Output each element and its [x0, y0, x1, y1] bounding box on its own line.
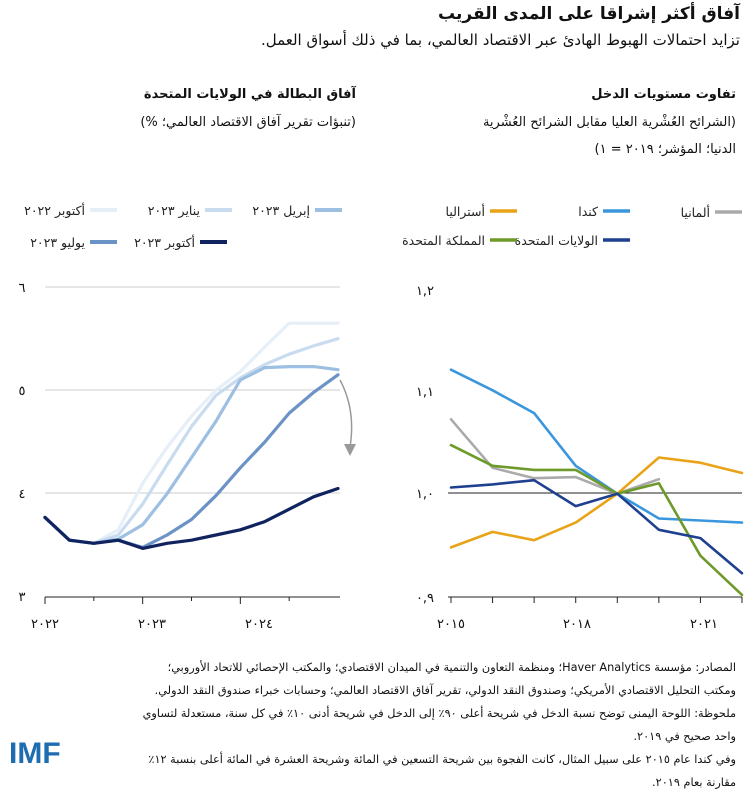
page-subtitle: تزايد احتمالات الهبوط الهادئ عبر الاقتصا… — [260, 31, 740, 49]
legend-label-germany: ألمانيا — [681, 204, 710, 220]
income-chart-subtitle-line2: الدنيا؛ المؤشر؛ ٢٠١٩ = ١) — [594, 142, 736, 157]
income-y-tick-0-9: ٠,٩ — [416, 591, 434, 606]
footnote-example-1: وفي كندا عام ٢٠١٥ على سبيل المثال، كانت … — [148, 753, 736, 766]
income-line-germany — [449, 418, 661, 495]
income-chart-title: تفاوت مستويات الدخل — [591, 87, 736, 102]
unemployment-y-tick-4: ٤ — [19, 487, 26, 502]
unemployment-line-apr2023 — [43, 365, 340, 545]
income-line-uk — [449, 443, 744, 597]
legend-label-apr2023: إبريل ٢٠٢٣ — [252, 203, 310, 219]
unemployment-line-jul2023 — [43, 373, 340, 549]
income-line-us — [449, 478, 744, 575]
unemployment-y-tick-5: ٥ — [19, 384, 26, 399]
income-y-ticks: ١,٢ ١,١ ١,٠ ٠,٩ — [416, 284, 434, 606]
income-chart: ١,٢ ١,١ ١,٠ ٠,٩ ٢٠١٥ ٢٠١٨ ٢٠٢١ ألمانيا ك… — [402, 203, 744, 632]
income-x-tick-labels: ٢٠١٥ ٢٠١٨ ٢٠٢١ — [437, 617, 718, 632]
revision-arrow-head — [344, 444, 356, 456]
unemployment-y-ticks: ٦ ٥ ٤ ٣ — [19, 281, 26, 605]
income-x-ticks — [450, 597, 743, 603]
charts-canvas: ١,٢ ١,١ ١,٠ ٠,٩ ٢٠١٥ ٢٠١٨ ٢٠٢١ ألمانيا ك… — [19, 202, 744, 632]
income-legend: ألمانيا كندا أستراليا الولايات المتحدة ا… — [402, 203, 742, 249]
unemployment-line-oct2022 — [43, 321, 340, 545]
legend-label-canada: كندا — [578, 204, 598, 219]
legend-label-us: الولايات المتحدة — [515, 233, 598, 249]
unemployment-y-tick-3: ٣ — [19, 590, 26, 605]
unemployment-x-tick-2022: ٢٠٢٢ — [31, 617, 59, 632]
income-x-tick-2018: ٢٠١٨ — [563, 617, 591, 632]
unemployment-gridlines — [45, 286, 340, 494]
legend-label-uk: المملكة المتحدة — [402, 233, 485, 248]
revision-arrow — [339, 379, 356, 456]
footnote-note-1: ملحوظة: اللوحة اليمنى توضح نسبة الدخل في… — [142, 707, 736, 720]
legend-label-oct2022: أكتوبر ٢٠٢٢ — [24, 202, 85, 219]
footnote-sources-2: ومكتب التحليل الاقتصادي الأمريكي؛ وصندوق… — [154, 684, 736, 697]
unemployment-x-tick-labels: ٢٠٢٢ ٢٠٢٣ ٢٠٢٤ — [31, 617, 273, 632]
unemployment-x-tick-2023: ٢٠٢٣ — [138, 617, 166, 632]
unemployment-x-ticks — [44, 597, 290, 604]
footnotes: المصادر: مؤسسة Haver Analytics؛ ومنظمة ا… — [111, 656, 736, 794]
unemployment-y-tick-6: ٦ — [19, 281, 26, 296]
unemployment-line-jan2023 — [43, 337, 340, 545]
legend-label-australia: أستراليا — [446, 203, 485, 220]
unemployment-legend: أكتوبر ٢٠٢٢ يناير ٢٠٢٣ إبريل ٢٠٢٣ يوليو … — [24, 202, 342, 251]
income-line-australia — [449, 456, 744, 549]
income-x-tick-2021: ٢٠٢١ — [690, 617, 718, 632]
footnote-example-2: مقارنة بعام ٢٠١٩. — [652, 776, 736, 789]
income-y-tick-1-0: ١,٠ — [416, 487, 434, 502]
unemployment-chart-subtitle: (تنبؤات تقرير آفاق الاقتصاد العالمي؛ %) — [140, 115, 356, 130]
unemployment-series-lines — [43, 321, 340, 550]
unemployment-x-tick-2024: ٢٠٢٤ — [245, 617, 273, 632]
income-y-tick-1-1: ١,١ — [416, 385, 434, 400]
footnote-sources-1: المصادر: مؤسسة Haver Analytics؛ ومنظمة ا… — [167, 661, 736, 674]
unemployment-line-oct2023 — [43, 486, 340, 550]
income-x-tick-2015: ٢٠١٥ — [437, 617, 465, 632]
unemployment-chart: ٦ ٥ ٤ ٣ ٢٠٢٢ ٢٠٢٣ ٢٠٢٤ أكتوبر ٢٠٢٢ يناير… — [19, 202, 356, 632]
income-chart-subtitle-line1: (الشرائح العُشْرية العليا مقابل الشرائح … — [482, 115, 736, 130]
income-line-canada — [449, 368, 744, 524]
unemployment-chart-title: آفاق البطالة في الولايات المتحدة — [143, 87, 356, 102]
footnote-note-2: واحد صحيح في ٢٠١٩. — [633, 730, 736, 743]
income-y-tick-1-2: ١,٢ — [416, 284, 434, 299]
legend-label-jul2023: يوليو ٢٠٢٣ — [30, 235, 85, 251]
legend-label-jan2023: يناير ٢٠٢٣ — [148, 203, 201, 219]
legend-label-oct2023: أكتوبر ٢٠٢٣ — [134, 234, 195, 251]
income-series-lines — [449, 368, 744, 597]
revision-arrow-shaft — [339, 379, 353, 448]
imf-logo: IMF — [9, 737, 61, 770]
page-title: آفاق أكثر إشراقا على المدى القريب — [438, 4, 740, 24]
